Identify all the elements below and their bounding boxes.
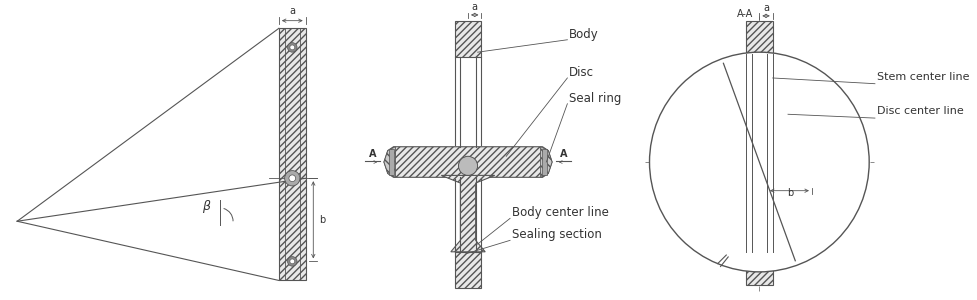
Circle shape xyxy=(458,156,477,176)
Text: Disc: Disc xyxy=(569,66,594,79)
Polygon shape xyxy=(384,147,552,177)
Polygon shape xyxy=(384,147,395,177)
Bar xyxy=(389,149,394,176)
Bar xyxy=(454,21,481,57)
Circle shape xyxy=(287,43,297,52)
Text: a: a xyxy=(762,3,768,13)
Circle shape xyxy=(649,52,869,272)
Text: Body: Body xyxy=(569,28,598,41)
Circle shape xyxy=(284,171,300,186)
Text: A: A xyxy=(368,149,376,159)
Text: Disc center line: Disc center line xyxy=(876,106,962,116)
Text: Seal ring: Seal ring xyxy=(569,92,621,105)
Polygon shape xyxy=(540,147,552,177)
Text: A: A xyxy=(559,149,567,159)
Text: b: b xyxy=(319,215,325,225)
Text: Sealing section: Sealing section xyxy=(511,228,601,242)
Bar xyxy=(745,21,772,54)
Text: A-A: A-A xyxy=(736,9,752,19)
Circle shape xyxy=(288,175,295,181)
Text: a: a xyxy=(471,2,477,12)
Text: Stem center line: Stem center line xyxy=(876,72,968,82)
Circle shape xyxy=(287,256,297,266)
Bar xyxy=(541,149,546,176)
Bar xyxy=(278,28,306,280)
Text: Body center line: Body center line xyxy=(511,206,609,220)
Text: b: b xyxy=(786,188,792,198)
Bar xyxy=(745,252,772,285)
Text: β: β xyxy=(202,200,210,213)
Polygon shape xyxy=(441,176,494,252)
Circle shape xyxy=(289,45,294,50)
Circle shape xyxy=(289,259,294,264)
Bar xyxy=(454,252,481,288)
Text: a: a xyxy=(289,6,295,16)
